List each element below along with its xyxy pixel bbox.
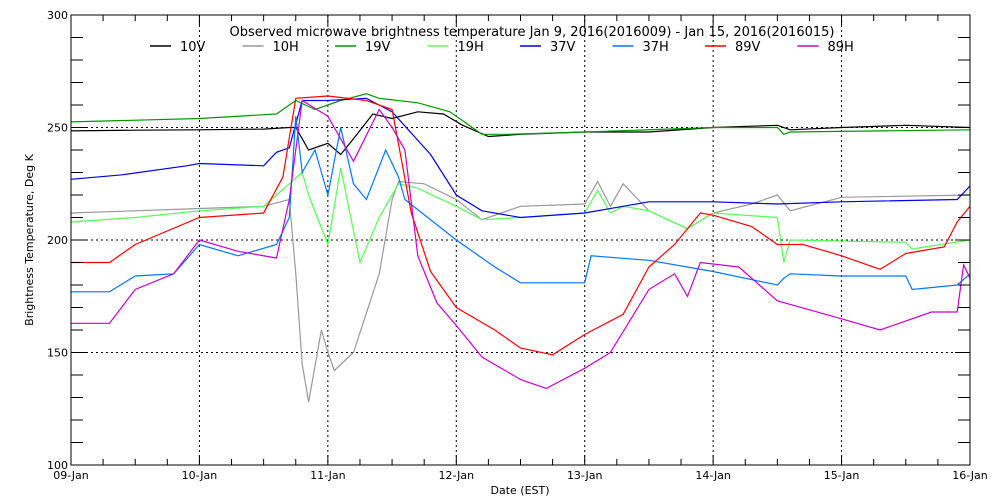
x-tick-label: 15-Jan: [824, 469, 860, 482]
x-tick-label: 12-Jan: [439, 469, 475, 482]
legend-label-19V: 19V: [365, 40, 391, 55]
legend-label-10V: 10V: [180, 40, 206, 55]
y-tick-label: 250: [47, 122, 68, 135]
chart-title: Observed microwave brightness temperatur…: [230, 25, 835, 40]
legend-label-37V: 37V: [550, 40, 576, 55]
axis-ticks: 09-Jan 10-Jan 11-Jan 12-Jan 13-Jan 14-Jan 15-J…: [47, 9, 988, 482]
legend-label-37H: 37H: [643, 40, 669, 55]
x-axis-label: Date (EST): [490, 484, 549, 497]
series-lines: [70, 93, 971, 403]
y-axis-label: Brightness Temperature, Deg K: [23, 153, 36, 325]
series-line-89V: [71, 95, 971, 356]
series-line-19H: [70, 167, 971, 265]
x-tick-label: 14-Jan: [695, 469, 731, 482]
series-line-37H: [71, 116, 971, 293]
legend-label-89H: 89H: [828, 40, 854, 55]
series-line-10V: [70, 111, 971, 156]
grid: [71, 15, 970, 465]
legend-label-10H: 10H: [273, 40, 299, 55]
series-line-10H: [70, 180, 971, 403]
x-tick-label: 10-Jan: [182, 469, 218, 482]
y-tick-label: 200: [47, 234, 68, 247]
y-tick-label: 100: [47, 459, 68, 472]
y-tick-label: 300: [47, 9, 68, 22]
y-tick-label: 150: [47, 347, 68, 360]
legend-label-19H: 19H: [458, 40, 484, 55]
x-tick-label: 16-Jan: [952, 469, 988, 482]
series-line-37V: [70, 97, 971, 219]
x-tick-label: 13-Jan: [567, 469, 603, 482]
x-tick-label: 11-Jan: [310, 469, 346, 482]
legend-label-89V: 89V: [735, 40, 761, 55]
legend: 10V 10H 19V 19H 37V 37H 89V 89H: [150, 40, 854, 55]
series-line-89H: [71, 99, 971, 390]
x-tick-label: 09-Jan: [53, 469, 89, 482]
plot-frame: [70, 14, 971, 466]
